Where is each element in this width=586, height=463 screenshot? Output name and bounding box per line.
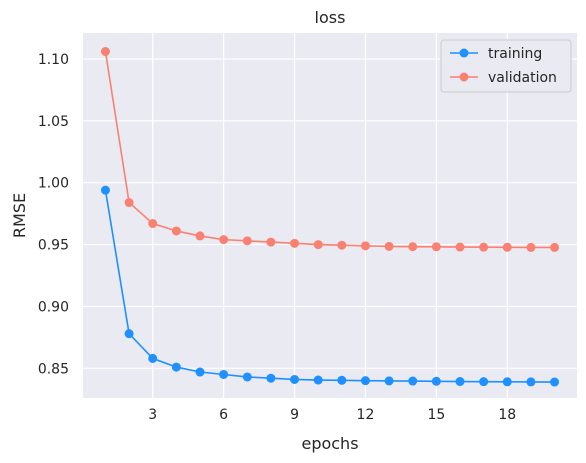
data-point-training xyxy=(196,368,205,377)
data-point-training xyxy=(337,376,346,385)
data-point-training xyxy=(503,377,512,386)
data-point-validation xyxy=(101,47,110,56)
data-point-validation xyxy=(432,242,441,251)
data-point-validation xyxy=(266,238,275,247)
data-point-validation xyxy=(503,243,512,252)
y-tick-label: 1.10 xyxy=(38,52,69,68)
data-point-training xyxy=(314,376,323,385)
data-point-training xyxy=(125,329,134,338)
chart-title: loss xyxy=(315,8,346,27)
data-point-training xyxy=(432,377,441,386)
data-point-validation xyxy=(408,242,417,251)
data-point-training xyxy=(361,376,370,385)
data-point-validation xyxy=(243,236,252,245)
data-point-validation xyxy=(125,198,134,207)
y-tick-label: 1.05 xyxy=(38,114,69,130)
y-tick-label: 1.00 xyxy=(38,176,69,192)
y-axis-label: RMSE xyxy=(10,193,29,238)
data-point-validation xyxy=(550,243,559,252)
data-point-training xyxy=(550,378,559,387)
data-point-training xyxy=(479,377,488,386)
data-point-validation xyxy=(148,219,157,228)
data-point-validation xyxy=(219,235,228,244)
data-point-training xyxy=(243,372,252,381)
x-axis-ticks: 3 6 9 12 15 18 xyxy=(148,407,516,423)
data-point-training xyxy=(266,374,275,383)
data-point-validation xyxy=(526,243,535,252)
legend-label-training: training xyxy=(488,46,542,62)
data-point-training xyxy=(219,370,228,379)
data-point-training xyxy=(408,377,417,386)
legend-marker-validation xyxy=(460,73,469,82)
data-point-validation xyxy=(290,239,299,248)
data-point-training xyxy=(526,377,535,386)
legend-label-validation: validation xyxy=(488,70,557,86)
x-tick-label: 12 xyxy=(357,407,375,423)
data-point-validation xyxy=(337,241,346,250)
y-tick-label: 0.85 xyxy=(38,361,69,377)
y-tick-label: 0.90 xyxy=(38,299,69,315)
data-point-training xyxy=(101,186,110,195)
data-point-validation xyxy=(172,226,181,235)
legend-marker-training xyxy=(460,49,469,58)
y-tick-label: 0.95 xyxy=(38,238,69,254)
data-point-training xyxy=(385,376,394,385)
x-axis-label: epochs xyxy=(301,434,358,453)
data-point-validation xyxy=(196,231,205,240)
x-tick-label: 15 xyxy=(427,407,445,423)
data-point-validation xyxy=(361,241,370,250)
data-point-training xyxy=(290,375,299,384)
data-point-validation xyxy=(456,243,465,252)
x-tick-label: 18 xyxy=(498,407,516,423)
x-tick-label: 9 xyxy=(290,407,299,423)
data-point-validation xyxy=(385,242,394,251)
legend: training validation xyxy=(441,40,571,92)
data-point-validation xyxy=(314,240,323,249)
y-axis-ticks: 0.85 0.90 0.95 1.00 1.05 1.10 xyxy=(38,52,69,377)
x-tick-label: 6 xyxy=(219,407,228,423)
data-point-training xyxy=(148,354,157,363)
data-point-training xyxy=(456,377,465,386)
data-point-validation xyxy=(479,243,488,252)
x-tick-label: 3 xyxy=(148,407,157,423)
data-point-training xyxy=(172,363,181,372)
